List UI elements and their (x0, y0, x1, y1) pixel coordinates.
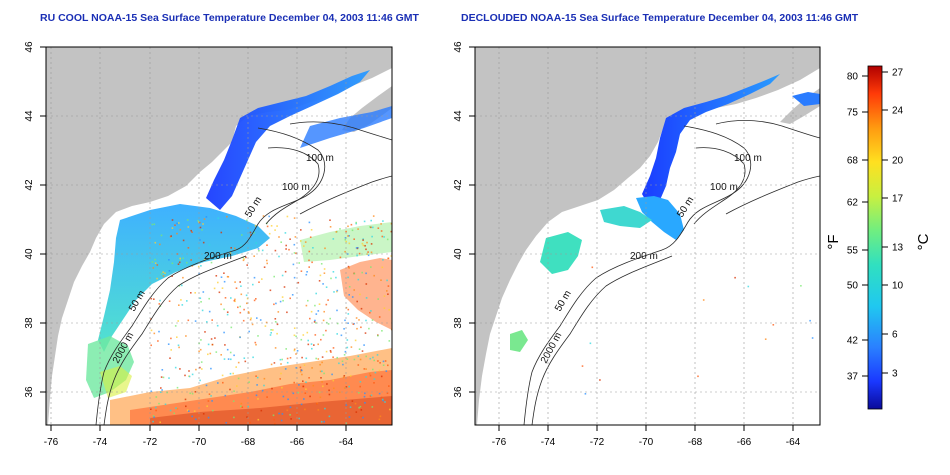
celsius-tick-label: 20 (892, 156, 904, 167)
celsius-unit-label: °C (915, 233, 932, 250)
lon-tick-label: -64 (339, 437, 354, 448)
sst-speckle-points (150, 215, 392, 425)
lon-tick-label: -68 (241, 437, 256, 448)
celsius-tick-label: 3 (892, 369, 898, 380)
sst-shelf-band (98, 204, 270, 352)
lon-tick-label: -76 (492, 437, 507, 448)
svg-text:200 m: 200 m (630, 251, 658, 262)
fahrenheit-tick-label: 37 (847, 372, 859, 383)
sst-warm-region (110, 348, 392, 425)
lat-tick-label: 46 (453, 41, 464, 53)
celsius-tick-label: 17 (892, 194, 904, 205)
lon-tick-label: -70 (192, 437, 207, 448)
celsius-tick-label: 6 (892, 330, 898, 341)
lat-tick-label: 40 (24, 248, 35, 260)
left-map-title: RU COOL NOAA-15 Sea Surface Temperature … (40, 12, 419, 24)
svg-text:100 m: 100 m (734, 153, 762, 164)
fahrenheit-tick-label: 62 (847, 198, 859, 209)
svg-text:100 m: 100 m (282, 182, 310, 193)
fahrenheit-tick-label: 42 (847, 336, 859, 347)
lon-tick-label: -74 (93, 437, 108, 448)
lat-tick-label: 44 (453, 110, 464, 122)
lat-tick-label: 40 (453, 248, 464, 260)
sst-cold-band (206, 70, 370, 210)
lat-tick-label: 36 (453, 386, 464, 398)
svg-text:200 m: 200 m (204, 251, 232, 262)
lat-tick-label: 36 (24, 386, 35, 398)
celsius-tick-label: 13 (892, 243, 904, 254)
lat-tick-label: 44 (24, 110, 35, 122)
lat-tick-label: 38 (453, 317, 464, 329)
lon-tick-label: -70 (639, 437, 654, 448)
fahrenheit-tick-label: 75 (847, 108, 859, 119)
sst-cold-band (642, 74, 780, 208)
right-map-title: DECLOUDED NOAA-15 Sea Surface Temperatur… (461, 12, 859, 24)
right-map-axes: -76 -74 -72 -70 -68 -66 -64 46 44 42 40 38 36 (453, 41, 801, 448)
colorbar-gradient (867, 65, 883, 410)
temperature-colorbar: 80 75 68 62 55 50 42 37 27 24 20 17 13 10 6 3 °F °C (825, 65, 932, 410)
bathymetry-contours (95, 121, 392, 425)
right-sst-map: 100 m 100 m 50 m 200 m 50 m 2000 m -76 -7… (453, 41, 821, 448)
celsius-tick-label: 24 (892, 106, 904, 117)
celsius-ticks: 27 24 20 17 13 10 6 3 (882, 68, 904, 380)
lon-tick-label: -72 (590, 437, 605, 448)
fahrenheit-tick-label: 80 (847, 72, 859, 83)
sst-speckle-points (581, 266, 814, 395)
lon-tick-label: -64 (786, 437, 801, 448)
lon-tick-label: -66 (290, 437, 305, 448)
land-mass (46, 47, 392, 425)
fahrenheit-tick-label: 50 (847, 281, 859, 292)
lon-tick-label: -66 (737, 437, 752, 448)
left-map-axes: -76 -74 -72 -70 -68 -66 -64 46 44 42 40 38 36 (24, 41, 354, 448)
lon-tick-label: -68 (688, 437, 703, 448)
lon-tick-label: -76 (44, 437, 59, 448)
lon-tick-label: -74 (541, 437, 556, 448)
lat-tick-label: 42 (453, 179, 464, 191)
left-sst-map: 100 m 100 m 50 m 200 m 50 m 2000 m -76 -7… (24, 41, 393, 448)
sst-shelf-band (540, 232, 582, 274)
svg-text:100 m: 100 m (306, 153, 334, 164)
lat-tick-label: 42 (24, 179, 35, 191)
celsius-tick-label: 10 (892, 281, 904, 292)
celsius-tick-label: 27 (892, 68, 904, 79)
svg-text:100 m: 100 m (710, 182, 738, 193)
land-mass (475, 47, 820, 425)
fahrenheit-tick-label: 55 (847, 246, 859, 257)
fahrenheit-ticks: 80 75 68 62 55 50 42 37 (847, 72, 868, 383)
lat-lon-grid (46, 47, 392, 425)
lon-tick-label: -72 (143, 437, 158, 448)
lat-tick-label: 38 (24, 317, 35, 329)
bathymetry-contours (523, 119, 820, 425)
lat-lon-grid (475, 47, 820, 425)
fahrenheit-unit-label: °F (825, 234, 842, 249)
fahrenheit-tick-label: 68 (847, 156, 859, 167)
lat-tick-label: 46 (24, 41, 35, 53)
